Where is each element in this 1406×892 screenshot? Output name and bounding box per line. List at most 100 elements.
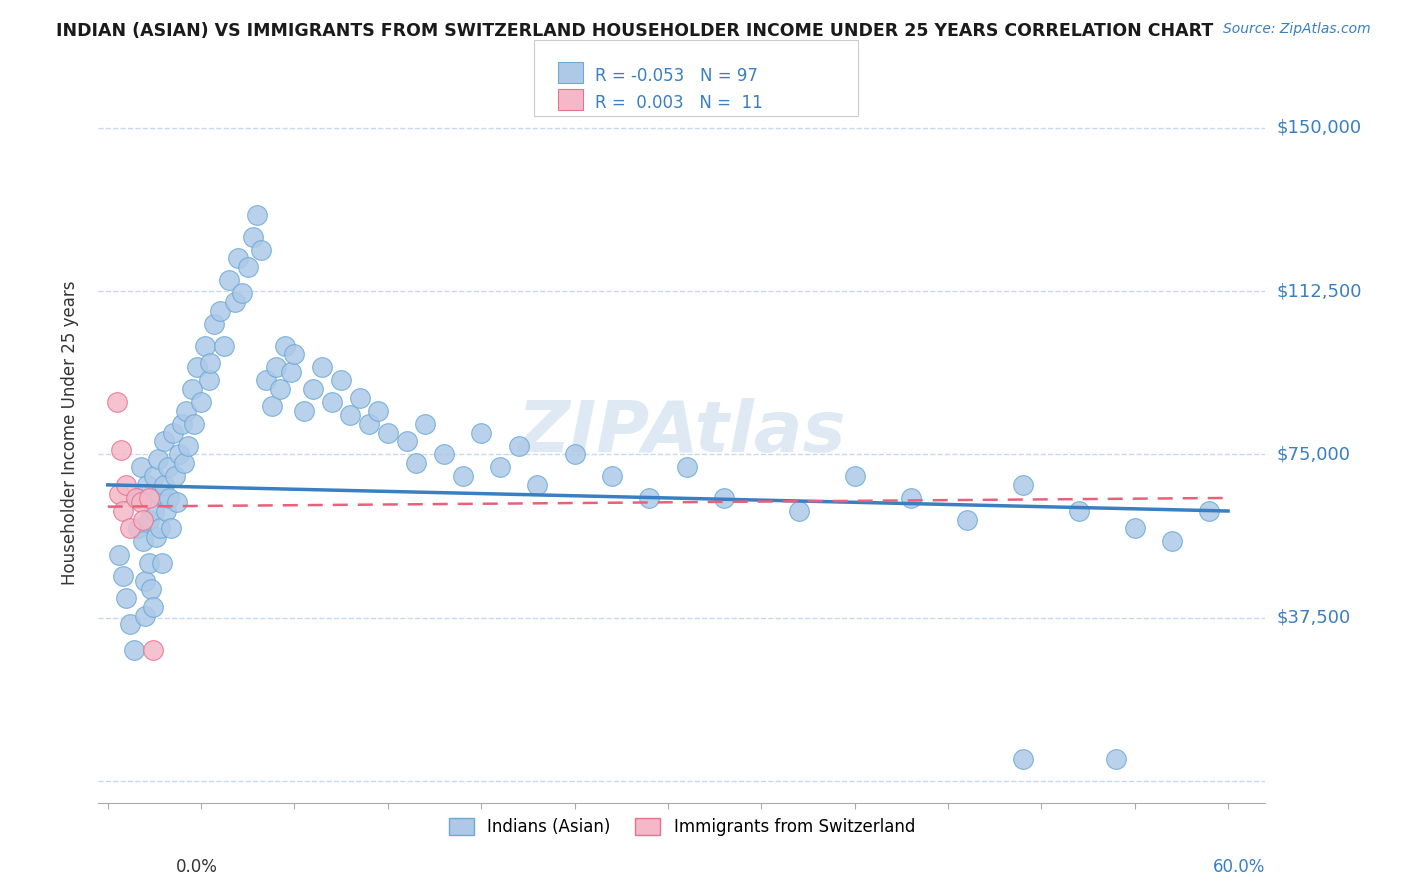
Point bbox=[208, 303, 231, 318]
Point bbox=[143, 469, 166, 483]
Point bbox=[1105, 752, 1128, 766]
Point bbox=[231, 286, 253, 301]
Point bbox=[156, 460, 179, 475]
Point bbox=[142, 599, 165, 614]
Point bbox=[167, 447, 190, 461]
Point bbox=[1198, 504, 1220, 518]
Point bbox=[110, 443, 132, 458]
Point bbox=[127, 491, 149, 505]
Point bbox=[1067, 504, 1090, 518]
Point bbox=[367, 404, 389, 418]
Point bbox=[125, 491, 148, 505]
Point bbox=[433, 447, 456, 461]
Point bbox=[638, 491, 661, 505]
Point bbox=[122, 643, 145, 657]
Point bbox=[149, 486, 172, 500]
Point bbox=[218, 273, 240, 287]
Point bbox=[149, 521, 172, 535]
Text: 60.0%: 60.0% bbox=[1213, 858, 1265, 876]
Point bbox=[713, 491, 735, 505]
Point bbox=[173, 456, 195, 470]
Point bbox=[526, 478, 548, 492]
Point bbox=[152, 434, 174, 449]
Point bbox=[224, 295, 246, 310]
Point bbox=[155, 504, 177, 518]
Point bbox=[844, 469, 866, 483]
Point bbox=[108, 548, 131, 562]
Point bbox=[600, 469, 623, 483]
Point bbox=[262, 400, 284, 414]
Point bbox=[269, 382, 291, 396]
Point bbox=[186, 360, 208, 375]
Point bbox=[134, 574, 156, 588]
Point bbox=[120, 521, 142, 535]
Point bbox=[183, 417, 205, 431]
Legend: Indians (Asian), Immigrants from Switzerland: Indians (Asian), Immigrants from Switzer… bbox=[441, 811, 922, 843]
Point bbox=[1011, 752, 1033, 766]
Point bbox=[489, 460, 512, 475]
Point bbox=[115, 591, 138, 606]
Point bbox=[202, 317, 225, 331]
Point bbox=[139, 582, 162, 597]
Point bbox=[359, 417, 381, 431]
Point bbox=[111, 504, 134, 518]
Point bbox=[172, 417, 194, 431]
Point bbox=[138, 556, 160, 570]
Point bbox=[246, 208, 269, 222]
Point bbox=[115, 478, 138, 492]
Point bbox=[564, 447, 586, 461]
Point bbox=[330, 373, 353, 387]
Point bbox=[451, 469, 474, 483]
Point bbox=[413, 417, 436, 431]
Point bbox=[146, 451, 169, 466]
Point bbox=[242, 229, 264, 244]
Point bbox=[138, 513, 160, 527]
Point bbox=[143, 504, 166, 518]
Point bbox=[900, 491, 922, 505]
Point bbox=[180, 382, 202, 396]
Point bbox=[283, 347, 305, 361]
Point bbox=[302, 382, 325, 396]
Point bbox=[174, 404, 197, 418]
Point bbox=[132, 534, 155, 549]
Point bbox=[200, 356, 222, 370]
Text: R =  0.003   N =  11: R = 0.003 N = 11 bbox=[595, 95, 762, 112]
Point bbox=[162, 425, 184, 440]
Point bbox=[1011, 478, 1033, 492]
Point bbox=[142, 643, 165, 657]
Text: $37,500: $37,500 bbox=[1277, 608, 1351, 627]
Text: Source: ZipAtlas.com: Source: ZipAtlas.com bbox=[1223, 22, 1371, 37]
Point bbox=[675, 460, 697, 475]
Point bbox=[405, 456, 427, 470]
Point bbox=[120, 617, 142, 632]
Point bbox=[160, 521, 183, 535]
Point bbox=[194, 338, 217, 352]
Point bbox=[349, 391, 371, 405]
Text: $150,000: $150,000 bbox=[1277, 119, 1361, 136]
Point bbox=[166, 495, 188, 509]
Point bbox=[150, 556, 173, 570]
Point bbox=[292, 404, 315, 418]
Y-axis label: Householder Income Under 25 years: Householder Income Under 25 years bbox=[60, 280, 79, 585]
Point bbox=[1123, 521, 1146, 535]
Point bbox=[508, 439, 530, 453]
Point bbox=[152, 478, 174, 492]
Point bbox=[131, 460, 153, 475]
Point bbox=[177, 439, 200, 453]
Point bbox=[256, 373, 278, 387]
Point bbox=[190, 395, 212, 409]
Point bbox=[131, 495, 153, 509]
Point bbox=[228, 252, 250, 266]
Point bbox=[280, 365, 302, 379]
Point bbox=[250, 243, 273, 257]
Text: $75,000: $75,000 bbox=[1277, 445, 1351, 464]
Point bbox=[274, 338, 297, 352]
Point bbox=[212, 338, 235, 352]
Point bbox=[111, 569, 134, 583]
Point bbox=[127, 521, 149, 535]
Point bbox=[470, 425, 492, 440]
Text: INDIAN (ASIAN) VS IMMIGRANTS FROM SWITZERLAND HOUSEHOLDER INCOME UNDER 25 YEARS : INDIAN (ASIAN) VS IMMIGRANTS FROM SWITZE… bbox=[56, 22, 1213, 40]
Point bbox=[321, 395, 343, 409]
Point bbox=[264, 360, 287, 375]
Point bbox=[395, 434, 418, 449]
